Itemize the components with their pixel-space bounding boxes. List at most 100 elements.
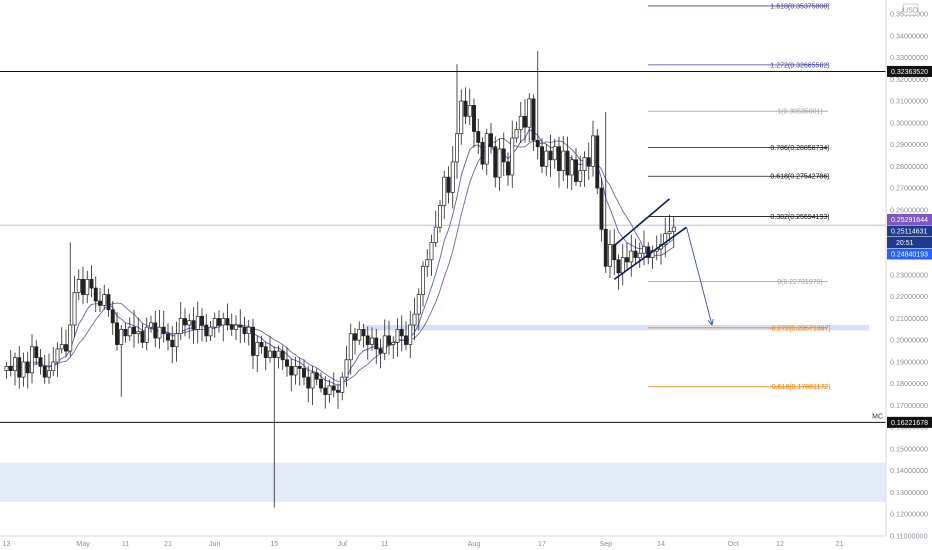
- candle-body[interactable]: [268, 350, 272, 358]
- candle-body[interactable]: [8, 365, 13, 372]
- candle-body[interactable]: [238, 324, 243, 328]
- candle-body[interactable]: [102, 294, 107, 306]
- candle-body[interactable]: [93, 287, 98, 302]
- candle-body[interactable]: [429, 242, 434, 261]
- candle-body[interactable]: [667, 231, 672, 235]
- candle-body[interactable]: [64, 344, 68, 352]
- candle-body[interactable]: [629, 250, 634, 263]
- candle-body[interactable]: [591, 135, 595, 167]
- candle-body[interactable]: [314, 372, 319, 380]
- candle-body[interactable]: [306, 376, 311, 389]
- candle-body[interactable]: [55, 348, 60, 363]
- candle-body[interactable]: [535, 139, 540, 148]
- candle-body[interactable]: [280, 350, 285, 361]
- candle-body[interactable]: [119, 328, 124, 345]
- candle-body[interactable]: [523, 115, 527, 128]
- candle-body[interactable]: [242, 326, 247, 335]
- candle-body[interactable]: [204, 324, 209, 337]
- candle-body[interactable]: [336, 389, 340, 393]
- candle-body[interactable]: [72, 292, 77, 326]
- candle-body[interactable]: [132, 326, 136, 335]
- candle-body[interactable]: [412, 313, 417, 326]
- candle-body[interactable]: [340, 376, 345, 393]
- candle-body[interactable]: [149, 322, 153, 328]
- candle-body[interactable]: [13, 357, 17, 372]
- candle-body[interactable]: [637, 252, 642, 258]
- candle-body[interactable]: [467, 105, 472, 117]
- candle-body[interactable]: [98, 300, 102, 306]
- candle-body[interactable]: [599, 187, 604, 230]
- candle-body[interactable]: [208, 326, 213, 337]
- candle-body[interactable]: [548, 150, 553, 161]
- candle-body[interactable]: [557, 146, 561, 172]
- candle-body[interactable]: [272, 350, 277, 358]
- candle-body[interactable]: [671, 226, 676, 232]
- candle-body[interactable]: [463, 100, 468, 117]
- candle-body[interactable]: [612, 244, 617, 261]
- candle-body[interactable]: [361, 328, 366, 337]
- candle-body[interactable]: [510, 137, 515, 176]
- candle-body[interactable]: [276, 350, 281, 358]
- candle-body[interactable]: [187, 320, 192, 326]
- candle-body[interactable]: [221, 318, 226, 326]
- candle-body[interactable]: [616, 259, 621, 274]
- candle-body[interactable]: [387, 335, 391, 345]
- candle-body[interactable]: [85, 278, 90, 295]
- candle-body[interactable]: [378, 348, 383, 354]
- candle-body[interactable]: [365, 335, 370, 345]
- candle-body[interactable]: [217, 318, 221, 326]
- candle-body[interactable]: [514, 128, 519, 139]
- candle-body[interactable]: [578, 170, 583, 182]
- candle-body[interactable]: [476, 131, 481, 143]
- candle-body[interactable]: [319, 378, 323, 389]
- candle-body[interactable]: [506, 161, 510, 176]
- candle-body[interactable]: [446, 176, 451, 193]
- candle-body[interactable]: [17, 357, 22, 378]
- candle-body[interactable]: [81, 278, 85, 295]
- candle-body[interactable]: [531, 98, 536, 141]
- candle-body[interactable]: [455, 133, 459, 163]
- candle-body[interactable]: [289, 365, 294, 376]
- candle-body[interactable]: [225, 318, 230, 326]
- candle-body[interactable]: [191, 320, 196, 330]
- candle-body[interactable]: [140, 331, 145, 343]
- candle-body[interactable]: [450, 161, 455, 193]
- candle-body[interactable]: [433, 226, 438, 243]
- candle-body[interactable]: [200, 315, 204, 326]
- candle-body[interactable]: [382, 335, 387, 354]
- candle-body[interactable]: [157, 326, 162, 339]
- candle-body[interactable]: [30, 346, 34, 374]
- candle-body[interactable]: [153, 322, 158, 339]
- candle-body[interactable]: [4, 365, 9, 372]
- candle-body[interactable]: [323, 387, 328, 395]
- candle-body[interactable]: [595, 135, 600, 189]
- candle-body[interactable]: [123, 328, 128, 337]
- candle-body[interactable]: [42, 365, 47, 378]
- candle-body[interactable]: [501, 148, 506, 163]
- candle-body[interactable]: [178, 318, 183, 335]
- candle-body[interactable]: [174, 333, 179, 348]
- candle-body[interactable]: [459, 100, 464, 135]
- candle-body[interactable]: [59, 344, 64, 350]
- candle-body[interactable]: [493, 146, 498, 178]
- candle-body[interactable]: [489, 133, 493, 148]
- candle-body[interactable]: [115, 322, 119, 345]
- candle-body[interactable]: [234, 324, 238, 330]
- candle-body[interactable]: [540, 146, 544, 167]
- candle-body[interactable]: [297, 365, 302, 369]
- candle-body[interactable]: [620, 257, 625, 274]
- candle-body[interactable]: [357, 328, 362, 341]
- candle-body[interactable]: [353, 333, 357, 341]
- candle-body[interactable]: [51, 361, 56, 372]
- candle-body[interactable]: [484, 133, 489, 165]
- candle-body[interactable]: [625, 257, 629, 263]
- candle-body[interactable]: [374, 337, 379, 350]
- candle-body[interactable]: [416, 294, 421, 315]
- candle-body[interactable]: [34, 346, 39, 358]
- candle-body[interactable]: [263, 346, 268, 358]
- candle-body[interactable]: [110, 309, 115, 324]
- candle-body[interactable]: [302, 368, 306, 378]
- candle-body[interactable]: [255, 342, 260, 356]
- candle-body[interactable]: [285, 359, 289, 367]
- candle-body[interactable]: [344, 359, 349, 378]
